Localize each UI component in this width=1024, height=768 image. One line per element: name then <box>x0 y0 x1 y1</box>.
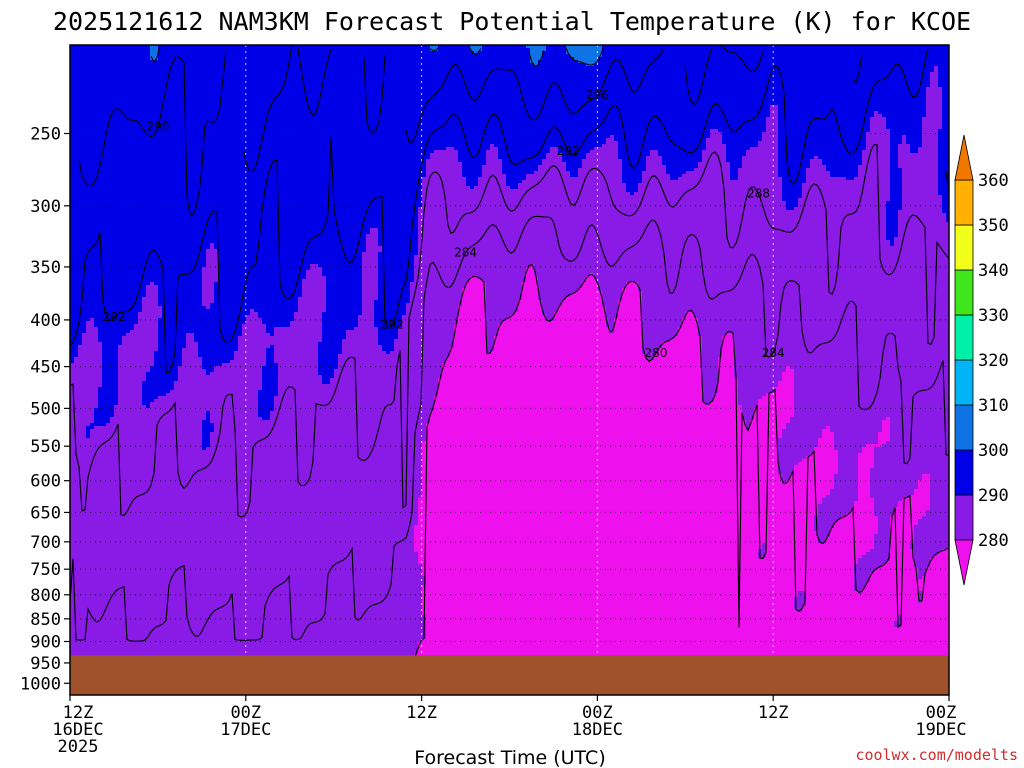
credit-text: coolwx.com/modelts <box>855 746 1018 764</box>
y-tick-label: 650 <box>30 503 61 523</box>
colorbar-segment-280 <box>954 494 974 541</box>
x-tick-label: 16DEC <box>52 720 103 740</box>
y-tick-label: 550 <box>30 437 61 457</box>
y-tick-label: 1000 <box>20 674 61 694</box>
x-tick-label: 19DEC <box>915 720 966 740</box>
isentrope-label: 280 <box>645 346 668 360</box>
x-tick-label: 12Z <box>758 703 789 723</box>
x-axis-title: Forecast Time (UTC) <box>414 747 605 768</box>
isentrope-label: 292 <box>102 310 125 324</box>
x-tick-label: 00Z <box>582 703 613 723</box>
colorbar-label: 350 <box>978 216 1009 236</box>
colorbar-segment-330 <box>954 269 974 316</box>
y-tick-label: 750 <box>30 560 61 580</box>
colorbar-bottom-arrow <box>954 539 974 586</box>
isentrope-300 <box>150 45 605 68</box>
theta-filled-contours <box>70 45 949 695</box>
y-tick-label: 900 <box>30 632 61 652</box>
isentrope-296 <box>78 45 863 216</box>
chart-title: 2025121612 NAM3KM Forecast Potential Tem… <box>53 7 971 36</box>
colorbar-label: 330 <box>978 306 1009 326</box>
y-tick-label: 250 <box>30 124 61 144</box>
colorbar-segment-340 <box>954 224 974 271</box>
y-tick-label: 500 <box>30 399 61 419</box>
colorbar-segment-350 <box>954 179 974 226</box>
isentrope-label: 284 <box>762 346 785 360</box>
colorbar-segment-300 <box>954 404 974 451</box>
isentrope-label: 292 <box>557 144 580 158</box>
x-tick-label: 2025 <box>58 737 99 757</box>
isentrope-label: 296 <box>146 120 169 134</box>
colorbar-label: 290 <box>978 486 1009 506</box>
theta-band-275-280 <box>350 264 949 695</box>
theta-band-280-290 <box>70 66 949 695</box>
x-tick-label: 12Z <box>63 703 94 723</box>
colorbar-label: 340 <box>978 261 1009 281</box>
y-tick-label: 700 <box>30 533 61 553</box>
y-tick-label: 950 <box>30 654 61 674</box>
colorbar-segment-310 <box>954 359 974 406</box>
theta-band-290-300 <box>70 45 949 450</box>
y-tick-label: 300 <box>30 197 61 217</box>
y-tick-label: 400 <box>30 311 61 331</box>
y-tick-label: 600 <box>30 472 61 492</box>
y-tick-label: 450 <box>30 358 61 378</box>
y-tick-label: 800 <box>30 586 61 606</box>
isentrope-284 <box>70 215 949 642</box>
isentrope-label: 296 <box>586 88 609 102</box>
colorbar-label: 300 <box>978 441 1009 461</box>
colorbar-label: 280 <box>978 531 1009 551</box>
isentrope-label: 284 <box>454 246 477 260</box>
x-tick-label: 18DEC <box>572 720 623 740</box>
x-tick-label: 00Z <box>926 703 957 723</box>
isentrope-label: 292 <box>381 318 404 332</box>
colorbar: 280 290 300 310 320 330 340 350 360 <box>954 134 1009 586</box>
y-tick-label: 350 <box>30 258 61 278</box>
colorbar-segment-290 <box>954 449 974 496</box>
isentrope-labels: 280 284 284 288 292 292 292 296 296 <box>102 88 784 360</box>
colorbar-label: 310 <box>978 396 1009 416</box>
x-tick-label: 00Z <box>230 703 261 723</box>
colorbar-top-arrow <box>954 134 974 181</box>
y-tick-label: 850 <box>30 610 61 630</box>
ground-fill <box>70 655 949 695</box>
colorbar-label: 360 <box>978 171 1009 191</box>
isentrope-label: 288 <box>747 187 770 201</box>
plot-frame <box>69 44 950 696</box>
y-axis: 2503003504004505005506006507007508008509… <box>20 124 70 694</box>
terrain-surface <box>70 655 949 695</box>
colorbar-segment-320 <box>954 314 974 361</box>
isentrope-288 <box>70 144 949 518</box>
x-tick-label: 12Z <box>406 703 437 723</box>
x-tick-label: 17DEC <box>220 720 271 740</box>
colorbar-label: 320 <box>978 351 1009 371</box>
